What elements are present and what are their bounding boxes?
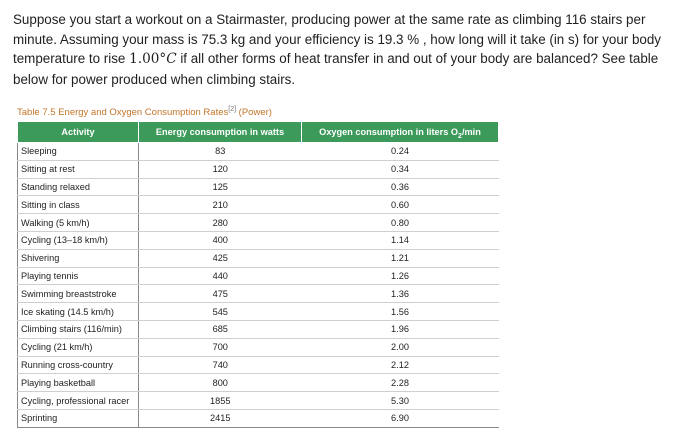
header-energy: Energy consumption in watts — [138, 121, 302, 143]
activity-cell: Shivering — [17, 249, 139, 268]
oxygen-cell: 2.28 — [301, 373, 499, 393]
energy-cell: 545 — [138, 302, 302, 321]
table-body: Sleeping 83 0.24 Sitting at rest 120 0.34 Stan… — [17, 142, 499, 428]
activity-cell: Playing tennis — [17, 267, 139, 286]
table-row: Walking (5 km/h) 280 0.80 — [17, 213, 499, 232]
activity-cell: Cycling, professional racer — [17, 391, 139, 410]
oxygen-cell: 6.90 — [301, 409, 499, 428]
energy-cell: 425 — [138, 249, 302, 268]
oxygen-cell: 1.14 — [301, 231, 499, 250]
activity-cell: Cycling (13–18 km/h) — [17, 231, 139, 250]
activity-cell: Cycling (21 km/h) — [17, 338, 139, 357]
question-part-2: if all other forms of heat transfer in a… — [13, 51, 659, 87]
table-caption-reference[interactable]: [2] — [228, 105, 237, 113]
oxygen-cell: 0.36 — [301, 178, 499, 197]
question-text: Suppose you start a workout on a Stairma… — [13, 10, 693, 89]
oxygen-cell: 0.60 — [301, 195, 499, 215]
activity-cell: Swimming breaststroke — [17, 284, 139, 304]
activity-cell: Sleeping — [17, 142, 139, 161]
energy-cell: 2415 — [138, 409, 302, 428]
oxygen-cell: 0.34 — [301, 160, 499, 179]
table-row: Cycling, professional racer 1855 5.30 — [17, 391, 499, 410]
activity-cell: Sitting at rest — [17, 160, 139, 179]
table-row: Shivering 425 1.21 — [17, 249, 499, 268]
table-row: Sitting in class 210 0.60 — [17, 195, 499, 215]
table-caption: Table 7.5 Energy and Oxygen Consumption … — [17, 105, 272, 118]
table-row: Sitting at rest 120 0.34 — [17, 160, 499, 179]
energy-cell: 400 — [138, 231, 302, 250]
energy-cell: 700 — [138, 338, 302, 357]
oxygen-cell: 2.12 — [301, 356, 499, 375]
energy-cell: 83 — [138, 142, 302, 161]
energy-cell: 120 — [138, 160, 302, 179]
energy-cell: 1855 — [138, 391, 302, 410]
activity-cell: Sitting in class — [17, 195, 139, 215]
energy-cell: 440 — [138, 267, 302, 286]
table-row: Cycling (13–18 km/h) 400 1.14 — [17, 231, 499, 250]
table-caption-suffix: (Power) — [236, 107, 272, 118]
oxygen-cell: 1.96 — [301, 320, 499, 339]
table-row: Standing relaxed 125 0.36 — [17, 178, 499, 197]
energy-consumption-table: Activity Energy consumption in watts Oxy… — [17, 121, 499, 428]
table-header-row: Activity Energy consumption in watts Oxy… — [17, 121, 499, 143]
energy-cell: 280 — [138, 213, 302, 232]
oxygen-cell: 1.36 — [301, 284, 499, 304]
activity-cell: Standing relaxed — [17, 178, 139, 197]
header-activity: Activity — [17, 121, 139, 143]
header-oxygen: Oxygen consumption in liters O2/min — [301, 121, 499, 143]
activity-cell: Walking (5 km/h) — [17, 213, 139, 232]
table-row: Cycling (21 km/h) 700 2.00 — [17, 338, 499, 357]
oxygen-cell: 1.56 — [301, 302, 499, 321]
table-row: Swimming breaststroke 475 1.36 — [17, 284, 499, 304]
energy-cell: 800 — [138, 373, 302, 393]
oxygen-cell: 2.00 — [301, 338, 499, 357]
energy-cell: 740 — [138, 356, 302, 375]
energy-cell: 475 — [138, 284, 302, 304]
temperature-value: 1.00°C — [129, 51, 177, 67]
table-caption-title: Table 7.5 Energy and Oxygen Consumption … — [17, 107, 229, 118]
energy-cell: 685 — [138, 320, 302, 339]
oxygen-cell: 0.24 — [301, 142, 499, 161]
activity-cell: Playing basketball — [17, 373, 139, 393]
question-part-1: Suppose you start a workout on a Stairma… — [13, 12, 662, 66]
table-row: Running cross-country 740 2.12 — [17, 356, 499, 375]
table-row: Playing basketball 800 2.28 — [17, 373, 499, 393]
table-row: Climbing stairs (116/min) 685 1.96 — [17, 320, 499, 339]
activity-cell: Ice skating (14.5 km/h) — [17, 302, 139, 321]
oxygen-cell: 1.21 — [301, 249, 499, 268]
table-row: Ice skating (14.5 km/h) 545 1.56 — [17, 302, 499, 321]
activity-cell: Sprinting — [17, 409, 139, 428]
table-row: Sleeping 83 0.24 — [17, 142, 499, 161]
oxygen-cell: 0.80 — [301, 213, 499, 232]
energy-cell: 210 — [138, 195, 302, 215]
activity-cell: Climbing stairs (116/min) — [17, 320, 139, 339]
oxygen-cell: 5.30 — [301, 391, 499, 410]
table-row: Playing tennis 440 1.26 — [17, 267, 499, 286]
oxygen-cell: 1.26 — [301, 267, 499, 286]
activity-cell: Running cross-country — [17, 356, 139, 375]
energy-cell: 125 — [138, 178, 302, 197]
table-row: Sprinting 2415 6.90 — [17, 409, 499, 428]
